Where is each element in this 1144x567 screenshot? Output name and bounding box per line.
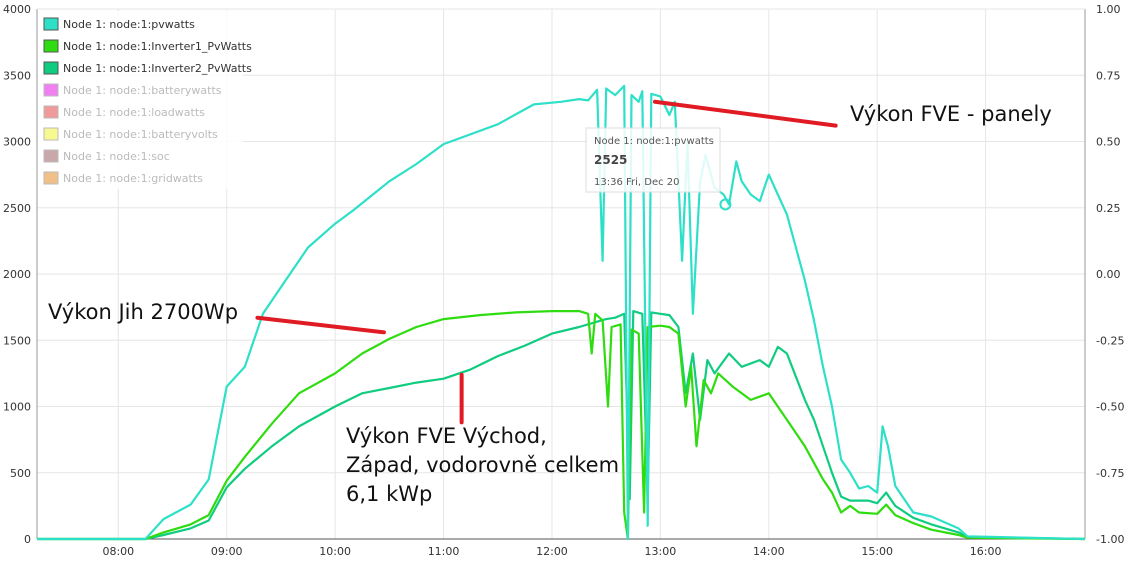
- legend-swatch[interactable]: [43, 149, 59, 163]
- legend-item[interactable]: Node 1: node:1:loadwatts: [43, 105, 205, 119]
- series-layer: [37, 84, 1086, 541]
- x-tick-label: 15:00: [861, 545, 893, 558]
- annotation-pointer: [652, 99, 838, 128]
- series-line-2: [37, 310, 1086, 541]
- tooltip-box: [585, 127, 721, 193]
- y-tick-label-left: 2000: [3, 268, 31, 281]
- legend-item[interactable]: Node 1: node:1:soc: [43, 149, 170, 163]
- annotation-text: Západ, vodorovně celkem: [346, 453, 619, 477]
- y-tick-label-right: -0.25: [1096, 334, 1124, 347]
- y-tick-label-left: 1000: [3, 401, 31, 414]
- y-tick-label-right: -1.00: [1096, 533, 1124, 546]
- annotation-text: Výkon FVE - panely: [850, 102, 1052, 126]
- x-tick-label: 16:00: [970, 545, 1002, 558]
- legend-label[interactable]: Node 1: node:1:loadwatts: [63, 106, 205, 119]
- legend-swatch[interactable]: [43, 39, 59, 53]
- y-tick-label-left: 500: [10, 467, 31, 480]
- legend-swatch[interactable]: [43, 17, 59, 31]
- legend-label[interactable]: Node 1: node:1:batteryvolts: [63, 128, 218, 141]
- legend-label[interactable]: Node 1: node:1:soc: [63, 150, 170, 163]
- legend[interactable]: Node 1: node:1:pvwatts Node 1: node:1:Inv…: [38, 11, 252, 189]
- legend-label[interactable]: Node 1: node:1:gridwatts: [63, 172, 203, 185]
- legend-label[interactable]: Node 1: node:1:Inverter2_PvWatts: [63, 62, 252, 75]
- legend-item[interactable]: Node 1: node:1:gridwatts: [43, 171, 203, 185]
- legend-item[interactable]: Node 1: node:1:batterywatts: [43, 83, 222, 97]
- legend-label[interactable]: Node 1: node:1:Inverter1_PvWatts: [63, 40, 252, 53]
- tooltip: Node 1: node:1:pvwatts 2525 13:36 Fri, Dec…: [585, 127, 732, 211]
- legend-swatch[interactable]: [43, 105, 59, 119]
- annotations: Výkon FVE - panely Výkon Jih 2700Wp Výkon …: [48, 99, 1052, 506]
- legend-item[interactable]: Node 1: node:1:Inverter2_PvWatts: [43, 61, 252, 75]
- x-tick-label: 09:00: [211, 545, 243, 558]
- x-tick-label: 14:00: [753, 545, 785, 558]
- y-tick-label-right: 0.25: [1096, 202, 1121, 215]
- legend-background: [38, 11, 243, 189]
- x-tick-label: 12:00: [536, 545, 568, 558]
- y-tick-label-left: 1500: [3, 334, 31, 347]
- y-tick-label-right: 0.75: [1096, 69, 1121, 82]
- x-tick-label: 13:00: [645, 545, 677, 558]
- y-tick-label-left: 0: [24, 533, 31, 546]
- y-tick-label-right: -0.50: [1096, 401, 1124, 414]
- annotation-text: Výkon FVE Východ,: [346, 424, 547, 448]
- axes: 08:00 09:00 10:00 11:00 12:00 13:00 14:00 15:00…: [3, 3, 1124, 558]
- series-line-0: [37, 84, 1086, 541]
- legend-item[interactable]: Node 1: node:1:pvwatts: [43, 17, 195, 31]
- legend-label[interactable]: Node 1: node:1:batterywatts: [63, 84, 222, 97]
- legend-label[interactable]: Node 1: node:1:pvwatts: [63, 18, 195, 31]
- legend-item[interactable]: Node 1: node:1:Inverter1_PvWatts: [43, 39, 252, 53]
- y-tick-label-left: 2500: [3, 202, 31, 215]
- y-tick-label-right: 1.00: [1096, 3, 1121, 16]
- tooltip-marker: [719, 198, 732, 211]
- tooltip-time: 13:36 Fri, Dec 20: [594, 177, 680, 188]
- annotation-2: Výkon FVE Východ, Západ, vodorovně celkem…: [346, 372, 619, 506]
- legend-swatch[interactable]: [43, 61, 59, 75]
- annotation-text: Výkon Jih 2700Wp: [48, 300, 238, 324]
- x-tick-label: 10:00: [319, 545, 351, 558]
- legend-swatch[interactable]: [43, 83, 59, 97]
- y-tick-label-right: 0.50: [1096, 136, 1121, 149]
- legend-swatch[interactable]: [43, 127, 59, 141]
- tooltip-value: 2525: [594, 153, 627, 167]
- tooltip-title: Node 1: node:1:pvwatts: [594, 136, 714, 147]
- x-tick-label: 11:00: [428, 545, 460, 558]
- series-line-1: [37, 310, 1086, 541]
- y-tick-label-left: 3000: [3, 136, 31, 149]
- x-tick-label: 08:00: [102, 545, 134, 558]
- legend-swatch[interactable]: [43, 171, 59, 185]
- annotation-text: 6,1 kWp: [346, 482, 432, 506]
- y-tick-label-left: 3500: [3, 69, 31, 82]
- legend-item[interactable]: Node 1: node:1:batteryvolts: [43, 127, 218, 141]
- y-tick-label-left: 4000: [3, 3, 31, 16]
- annotation-1: Výkon Jih 2700Wp: [48, 300, 386, 335]
- annotation-pointer: [255, 315, 386, 335]
- y-tick-label-right: 0.00: [1096, 268, 1121, 281]
- y-tick-label-right: -0.75: [1096, 467, 1124, 480]
- annotation-0: Výkon FVE - panely: [652, 99, 1052, 128]
